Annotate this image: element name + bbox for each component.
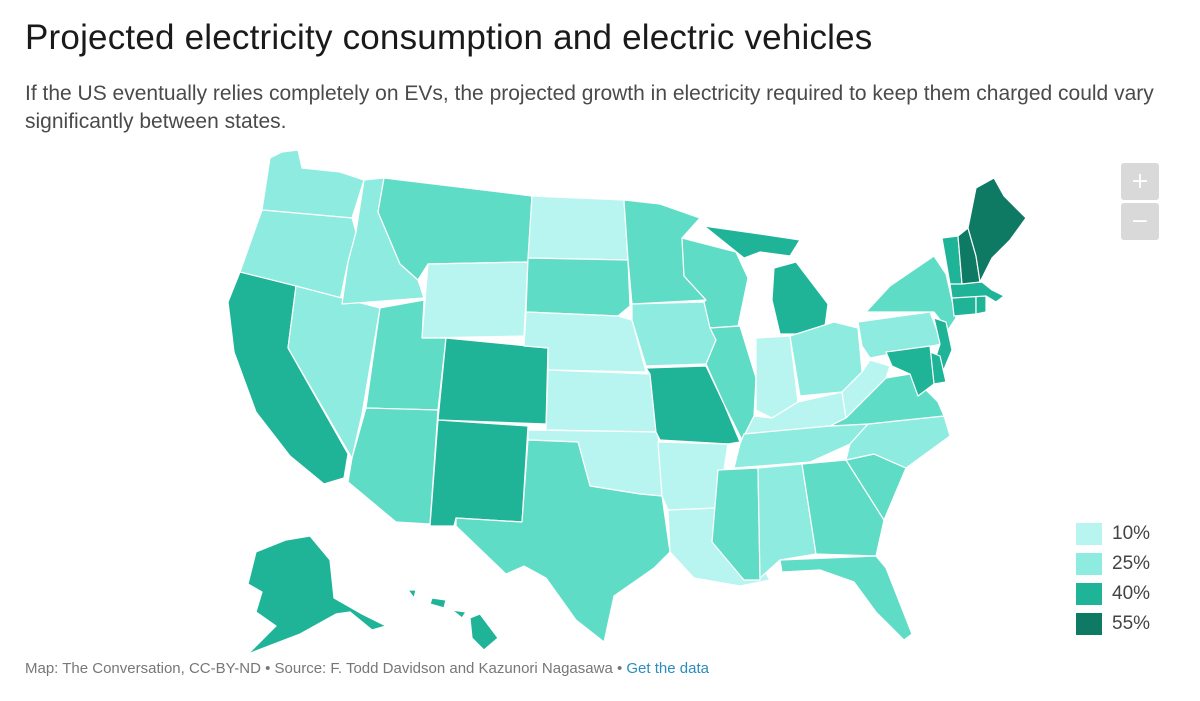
map-subtitle: If the US eventually relies completely o… [25, 82, 1154, 133]
state-washington[interactable] [261, 149, 365, 219]
state-nebraska[interactable] [523, 311, 647, 373]
state-georgia[interactable] [801, 459, 885, 557]
state-west-virginia[interactable] [841, 359, 891, 419]
state-alaska[interactable] [247, 535, 387, 655]
state-north-dakota[interactable] [527, 195, 629, 261]
footer-separator: • [260, 660, 275, 677]
state-arizona[interactable] [347, 407, 439, 525]
state-texas[interactable] [455, 439, 671, 643]
legend-item: 25% [1076, 549, 1150, 579]
legend-swatch [1076, 553, 1102, 575]
state-new-mexico[interactable] [429, 419, 529, 527]
state-kansas[interactable] [545, 369, 657, 433]
zoom-out-button[interactable]: − [1121, 203, 1159, 240]
map-title: Projected electricity consumption and el… [25, 18, 873, 57]
legend-label: 55% [1112, 613, 1151, 634]
state-new-york[interactable] [865, 255, 957, 331]
state-wyoming[interactable] [421, 261, 529, 339]
state-alabama[interactable] [757, 463, 817, 579]
state-south-dakota[interactable] [525, 257, 631, 317]
legend-item: 10% [1076, 519, 1150, 549]
map-legend: 10% 25% 40% 55% [1076, 519, 1150, 639]
legend-swatch [1076, 523, 1102, 545]
state-maryland[interactable] [885, 345, 935, 397]
get-the-data-link[interactable]: Get the data [626, 660, 709, 677]
state-rhode-island[interactable] [975, 295, 987, 315]
state-iowa[interactable] [631, 301, 717, 367]
state-mississippi[interactable] [711, 467, 761, 581]
zoom-in-button[interactable]: + [1121, 163, 1159, 200]
footer-separator: • [612, 660, 627, 677]
state-hawaii[interactable] [407, 589, 499, 651]
state-colorado[interactable] [437, 337, 549, 425]
footer-credit: Map: The Conversation, CC-BY-ND [25, 660, 261, 677]
state-maine[interactable] [967, 177, 1027, 283]
legend-label: 10% [1112, 523, 1151, 544]
legend-label: 25% [1112, 553, 1151, 574]
state-massachusetts[interactable] [949, 281, 1005, 303]
legend-item: 55% [1076, 609, 1150, 639]
legend-swatch [1076, 613, 1102, 635]
state-connecticut[interactable] [951, 295, 977, 317]
footer-source: Source: F. Todd Davidson and Kazunori Na… [274, 660, 613, 677]
legend-item: 40% [1076, 579, 1150, 609]
map-footer: Map: The Conversation, CC-BY-ND • Source… [25, 660, 709, 677]
legend-swatch [1076, 583, 1102, 605]
state-florida[interactable] [779, 555, 913, 641]
legend-label: 40% [1112, 583, 1151, 604]
